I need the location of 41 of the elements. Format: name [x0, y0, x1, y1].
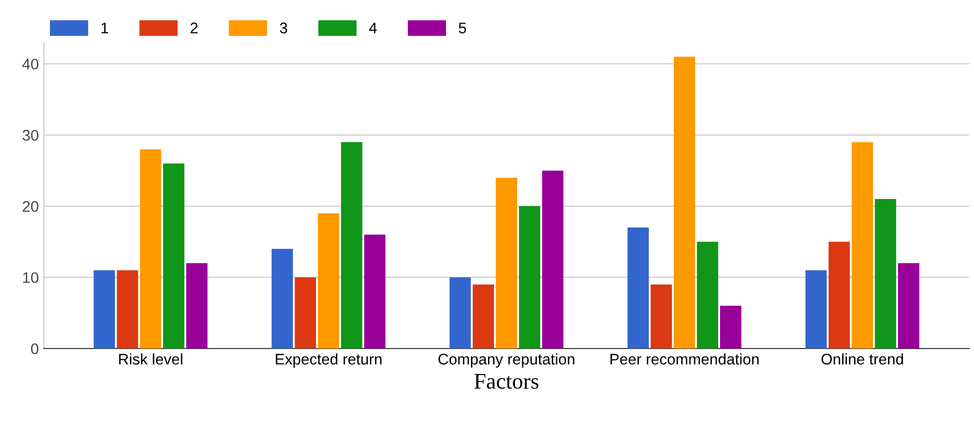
y-tick-label: 0	[31, 343, 38, 354]
bar	[674, 56, 696, 348]
bar	[720, 306, 742, 348]
bar	[272, 248, 293, 348]
bar	[874, 199, 896, 348]
bar	[94, 270, 115, 348]
bar	[518, 206, 540, 348]
y-tick-label: 10	[23, 272, 38, 284]
y-tick-label: 40	[22, 58, 38, 70]
bar	[341, 142, 362, 348]
y-tick-label: 20	[22, 201, 38, 212]
x-tick-label: Company reputation	[438, 353, 574, 368]
bar	[186, 263, 208, 348]
x-tick-label: Expected return	[276, 353, 382, 368]
legend-label: 3	[280, 22, 288, 34]
bar	[116, 270, 138, 348]
x-axis-title: Factors	[474, 374, 538, 389]
bar	[472, 284, 494, 348]
legend-label: 5	[458, 22, 466, 34]
bar	[364, 234, 386, 348]
x-tick-label: Peer recommendation	[610, 353, 759, 365]
bar	[140, 149, 162, 348]
bar	[496, 178, 518, 348]
bar	[898, 263, 920, 348]
bar	[696, 242, 718, 348]
x-tick-label: Risk level	[119, 353, 182, 365]
bar	[805, 270, 827, 348]
bar	[294, 277, 316, 348]
bar	[852, 142, 874, 348]
bar	[650, 284, 672, 348]
x-tick-label: Online trend	[821, 353, 903, 365]
bar	[163, 163, 184, 348]
bar	[542, 170, 564, 348]
y-tick-label: 30	[22, 130, 38, 141]
bar	[318, 213, 340, 348]
legend-label: 1	[102, 22, 108, 34]
bar	[450, 277, 471, 348]
legend-label: 2	[190, 22, 198, 34]
bar	[828, 242, 850, 348]
bar	[628, 228, 649, 348]
legend-label: 4	[369, 22, 377, 34]
